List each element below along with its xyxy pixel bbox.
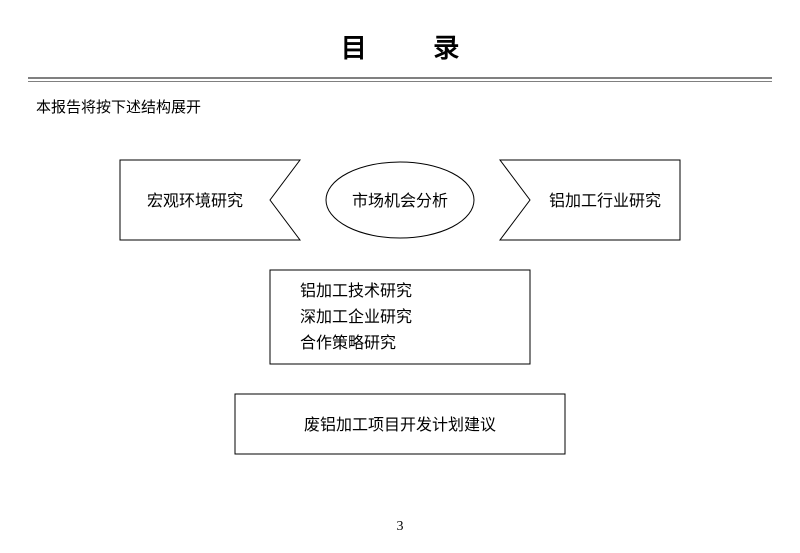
- middle-box-line-1: 铝加工技术研究: [300, 282, 412, 300]
- middle-box-line-2: 深加工企业研究: [300, 308, 412, 326]
- left-box-label: 宏观环境研究: [147, 191, 243, 210]
- title-divider: [28, 77, 772, 82]
- middle-box-line-3: 合作策略研究: [300, 334, 396, 352]
- subtitle: 本报告将按下述结构展开: [36, 96, 800, 117]
- center-ellipse-label: 市场机会分析: [352, 192, 448, 210]
- page-title: 目 录: [0, 0, 800, 65]
- structure-diagram: 宏观环境研究 市场机会分析 铝加工行业研究 铝加工技术研究 深加工企业研究 合作…: [0, 130, 800, 490]
- page-number: 3: [0, 519, 800, 535]
- right-box-label: 铝加工行业研究: [549, 192, 661, 210]
- bottom-box-label: 废铝加工项目开发计划建议: [304, 416, 496, 434]
